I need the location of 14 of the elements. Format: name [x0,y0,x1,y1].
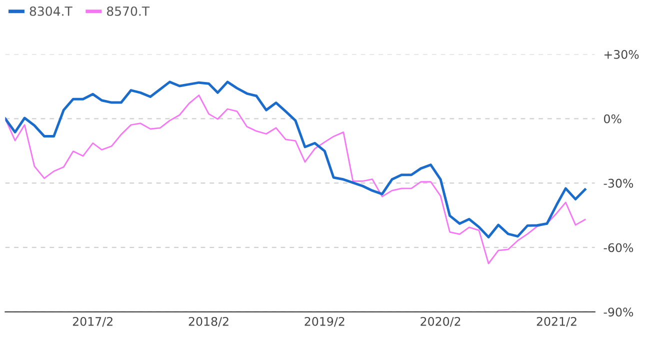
x-tick-label: 2019/2 [304,316,344,327]
legend-label: 8304.T [30,6,72,16]
y-tick-label: -30% [604,178,634,188]
x-tick-label: 2017/2 [72,316,112,327]
legend-label: 8570.T [106,6,150,16]
x-tick-label: 2020/2 [420,316,460,327]
x-tick-label: 2021/2 [536,316,576,327]
x-tick-label: 2018/2 [188,316,228,327]
line-series [5,94,586,264]
y-tick-label: -90% [604,308,634,317]
line-series [5,80,586,238]
y-tick-label: 0% [604,114,622,124]
y-tick-label: +30% [604,50,639,59]
y-tick-label: -60% [604,243,634,252]
